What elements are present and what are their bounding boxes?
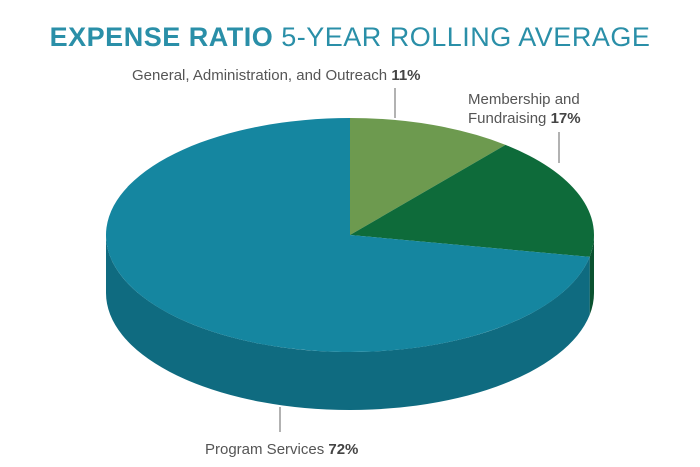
label-general-admin-value: 11% [391, 67, 421, 84]
slice-program-services-side [106, 235, 590, 411]
label-membership-line1: Membership and [468, 91, 580, 108]
chart-title-bold: EXPENSE RATIO [49, 22, 274, 52]
slice-program-services [105, 118, 590, 352]
label-program-services: Program Services 72% [205, 440, 358, 459]
label-membership-line2: Fundraising [468, 110, 547, 127]
chart-title-rest: 5-YEAR ROLLING AVERAGE [281, 22, 651, 52]
slice-membership [350, 144, 595, 257]
label-membership-value: 17% [550, 110, 581, 127]
label-general-admin: General, Administration, and Outreach 11… [132, 66, 421, 85]
label-program-services-value: 72% [328, 441, 359, 458]
label-general-admin-text: General, Administration, and Outreach [132, 67, 388, 84]
slice-general-admin [350, 118, 506, 235]
label-membership: Membership and Fundraising 17% [468, 90, 581, 128]
pie-slices [105, 118, 595, 352]
label-program-services-text: Program Services [205, 441, 325, 458]
slice-membership-side [589, 235, 594, 315]
leader-lines [279, 88, 560, 432]
pie-sides [106, 235, 594, 411]
chart-title: EXPENSE RATIO 5-YEAR ROLLING AVERAGE [0, 22, 700, 53]
